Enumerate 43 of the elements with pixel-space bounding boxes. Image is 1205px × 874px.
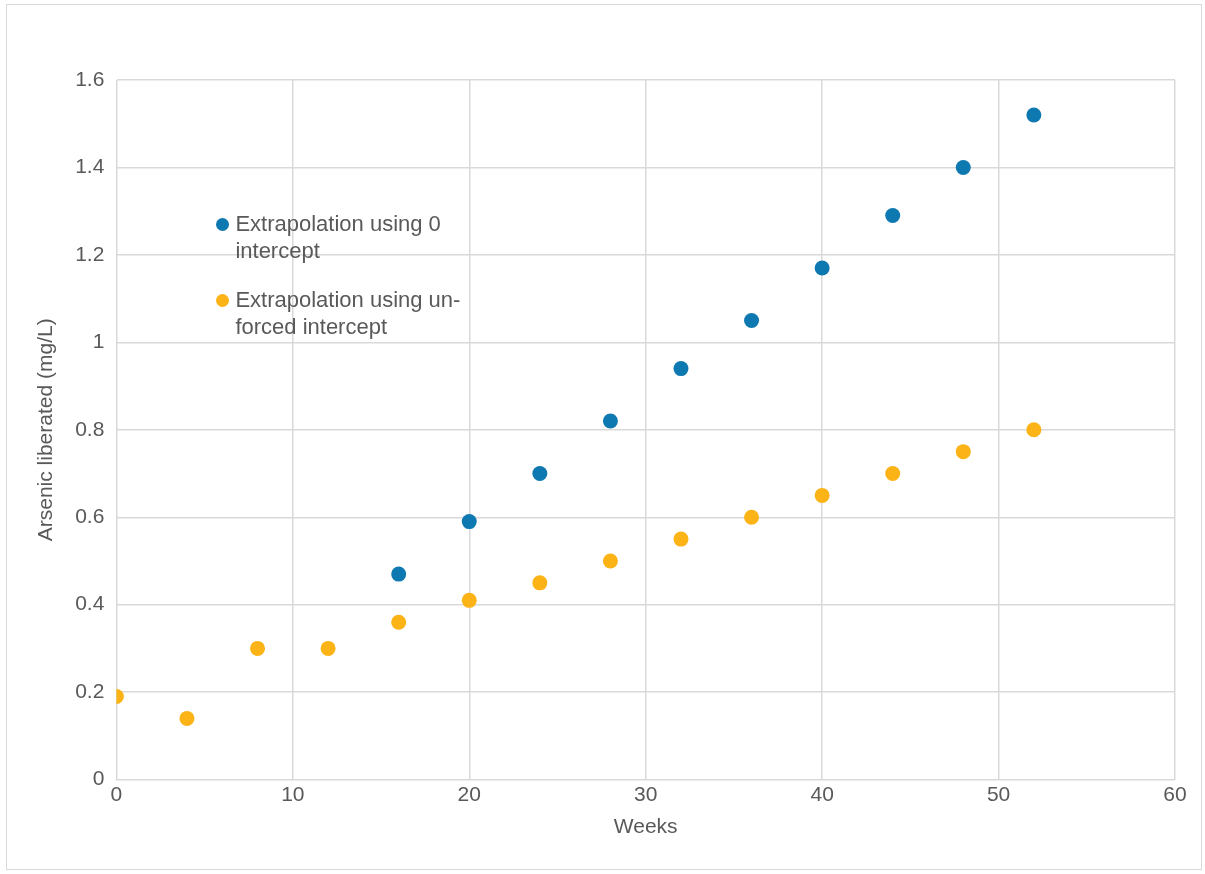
point bbox=[955, 444, 971, 460]
y-tick-label: 0.2 bbox=[75, 678, 105, 702]
y-tick-label: 0.4 bbox=[75, 591, 105, 615]
point bbox=[179, 710, 195, 726]
point bbox=[602, 413, 618, 429]
point bbox=[1026, 422, 1042, 438]
point bbox=[532, 466, 548, 482]
x-tick-label: 0 bbox=[110, 782, 123, 805]
y-tick-label: 0 bbox=[92, 766, 105, 790]
point bbox=[814, 487, 830, 503]
x-axis-title: Weeks bbox=[613, 814, 678, 838]
point bbox=[250, 640, 266, 656]
point bbox=[532, 575, 548, 591]
point bbox=[673, 361, 689, 377]
y-tick-label: 1.4 bbox=[75, 154, 105, 178]
legend-label: Extrapolation using 0 intercept bbox=[235, 210, 442, 264]
point bbox=[1026, 107, 1042, 123]
x-tick-label: 50 bbox=[986, 782, 1011, 805]
legend-label: Extrapolation using un-forced intercept bbox=[235, 286, 462, 340]
y-tick-label: 1.2 bbox=[75, 241, 105, 265]
y-tick-label: 0.8 bbox=[75, 416, 105, 440]
x-tick-label: 60 bbox=[1163, 782, 1187, 805]
y-axis-title: Arsenic liberated (mg/L) bbox=[33, 318, 57, 542]
y-tick-label: 1.6 bbox=[75, 66, 105, 90]
point bbox=[673, 531, 689, 547]
x-tick-label: 40 bbox=[810, 782, 834, 805]
x-tick-label: 10 bbox=[281, 782, 305, 805]
point bbox=[885, 466, 901, 482]
y-tick-label: 0.6 bbox=[75, 504, 105, 528]
point bbox=[461, 592, 477, 608]
point bbox=[885, 208, 901, 224]
x-tick-label: 30 bbox=[634, 782, 658, 805]
point bbox=[744, 312, 760, 328]
x-tick-label: 20 bbox=[457, 782, 481, 805]
point bbox=[391, 614, 407, 630]
point bbox=[461, 514, 477, 530]
point bbox=[391, 566, 407, 582]
y-tick-label: 1 bbox=[92, 329, 105, 353]
point bbox=[814, 260, 830, 276]
point bbox=[320, 640, 336, 656]
point bbox=[955, 159, 971, 175]
point bbox=[602, 553, 618, 569]
point bbox=[744, 509, 760, 525]
